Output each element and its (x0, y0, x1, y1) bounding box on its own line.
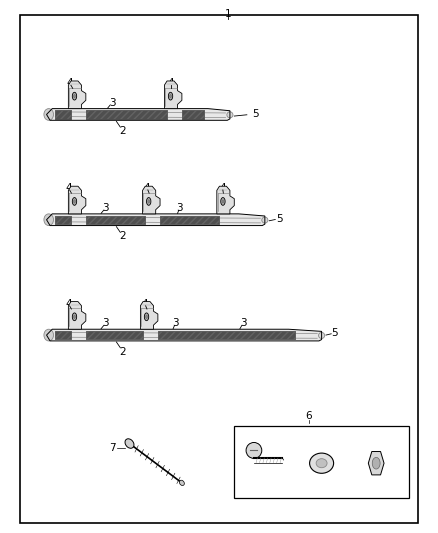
Ellipse shape (72, 313, 77, 321)
Bar (158, 331, 295, 339)
Ellipse shape (44, 214, 53, 225)
Text: 1: 1 (224, 9, 231, 19)
Polygon shape (143, 186, 160, 214)
Bar (86, 110, 166, 118)
Ellipse shape (170, 94, 171, 98)
Ellipse shape (74, 200, 75, 203)
Bar (86, 216, 145, 224)
Bar (86, 216, 145, 224)
Ellipse shape (310, 453, 334, 473)
Text: 4: 4 (144, 183, 150, 193)
Text: 4: 4 (219, 183, 226, 193)
Text: 4: 4 (65, 298, 72, 309)
Text: 4: 4 (141, 298, 148, 309)
Bar (55, 331, 71, 339)
Bar (55, 216, 71, 224)
Ellipse shape (72, 92, 77, 100)
Ellipse shape (168, 92, 173, 100)
Text: 3: 3 (109, 98, 115, 108)
Polygon shape (164, 81, 182, 109)
Text: 5: 5 (252, 109, 258, 119)
Ellipse shape (227, 112, 233, 118)
Text: 2: 2 (120, 346, 126, 357)
Bar (55, 110, 71, 118)
Ellipse shape (318, 333, 325, 338)
Text: 6: 6 (305, 411, 312, 422)
Bar (160, 216, 219, 224)
Ellipse shape (262, 217, 268, 223)
Ellipse shape (316, 459, 327, 468)
Bar (86, 331, 143, 339)
Text: 4: 4 (168, 78, 174, 88)
Bar (86, 331, 143, 339)
Bar (182, 110, 204, 118)
Ellipse shape (246, 442, 262, 458)
Bar (182, 110, 204, 118)
Ellipse shape (147, 198, 151, 205)
Text: 4: 4 (67, 78, 73, 88)
Ellipse shape (222, 200, 224, 203)
Text: 3: 3 (102, 203, 109, 213)
Bar (234, 426, 409, 498)
Ellipse shape (372, 457, 380, 469)
Text: 5: 5 (332, 328, 338, 338)
Text: 5: 5 (276, 214, 283, 224)
Polygon shape (68, 81, 86, 109)
Ellipse shape (221, 198, 225, 205)
Ellipse shape (146, 315, 148, 318)
Ellipse shape (44, 329, 53, 341)
Text: 4: 4 (65, 183, 72, 193)
Text: 3: 3 (240, 318, 246, 328)
Ellipse shape (180, 480, 184, 486)
Text: 3: 3 (172, 318, 179, 328)
Polygon shape (141, 302, 158, 329)
Bar (55, 331, 71, 339)
Ellipse shape (145, 313, 149, 321)
Ellipse shape (74, 94, 75, 98)
Ellipse shape (74, 315, 75, 318)
Bar (86, 110, 166, 118)
Ellipse shape (44, 109, 53, 120)
Bar (55, 110, 71, 118)
Text: 3: 3 (102, 318, 109, 328)
Polygon shape (46, 109, 230, 120)
Ellipse shape (125, 439, 134, 448)
Bar (55, 216, 71, 224)
Text: 2: 2 (120, 126, 126, 136)
Polygon shape (68, 302, 86, 329)
Text: 3: 3 (177, 203, 183, 213)
Polygon shape (46, 329, 321, 341)
Polygon shape (46, 214, 265, 225)
Bar (160, 216, 219, 224)
Text: 2: 2 (120, 231, 126, 241)
Ellipse shape (72, 198, 77, 205)
Polygon shape (368, 451, 384, 475)
Ellipse shape (148, 200, 150, 203)
Polygon shape (217, 186, 234, 214)
Polygon shape (68, 186, 86, 214)
Text: 7: 7 (109, 443, 115, 453)
Bar (158, 331, 295, 339)
